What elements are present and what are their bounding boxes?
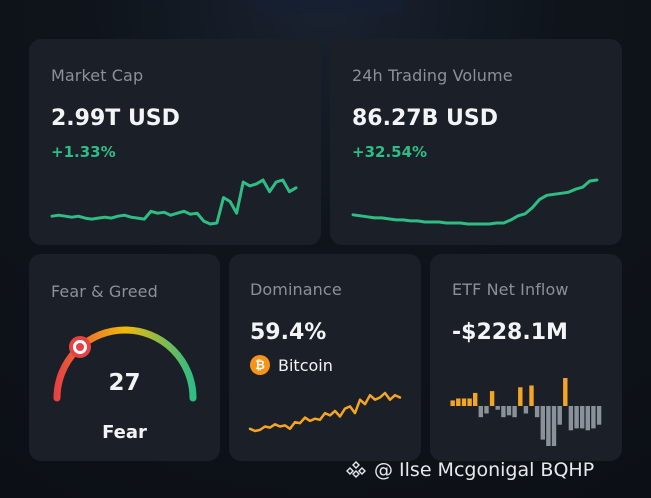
market-cap-title: Market Cap [51, 66, 144, 85]
etf-bar [551, 406, 557, 446]
etf-bar [456, 398, 461, 406]
etf-bar [596, 406, 602, 425]
etf-bar [501, 406, 506, 418]
bitcoin-icon: ₿ [250, 355, 270, 375]
dominance-sparkline [248, 391, 402, 433]
etf-bar [568, 406, 574, 431]
etf-net-inflow-bar-chart [450, 378, 602, 446]
fear-greed-title: Fear & Greed [51, 282, 158, 301]
etf-bar [534, 406, 540, 418]
dominance-card[interactable]: Dominance 59.4% ₿ Bitcoin [229, 254, 421, 461]
market-cap-change: +1.33% [51, 143, 116, 161]
dominance-coin: ₿ Bitcoin [250, 355, 333, 375]
fear-greed-value: 27 [108, 370, 141, 396]
trading-volume-change: +32.54% [352, 143, 428, 161]
dominance-coin-name: Bitcoin [278, 355, 333, 375]
spark-dominance-line [248, 391, 402, 433]
dominance-title: Dominance [250, 280, 342, 299]
trading-volume-card[interactable]: 24h Trading Volume 86.27B USD +32.54% [330, 39, 622, 245]
trading-volume-sparkline [351, 178, 599, 226]
spark-marketcap-line [50, 178, 298, 226]
top-header-fragment [255, 0, 405, 14]
gauge-indicator-center [76, 343, 84, 351]
etf-bar [563, 378, 568, 406]
etf-bar [540, 406, 545, 440]
trading-volume-value: 86.27B USD [352, 106, 498, 131]
spark-volume-line [351, 178, 599, 226]
market-cap-value: 2.99T USD [51, 106, 180, 131]
market-cap-sparkline [50, 178, 298, 226]
etf-bar [591, 406, 596, 429]
fear-greed-card[interactable]: Fear & Greed 27 Fear [29, 254, 220, 461]
watermark: @ Ilse Mcgonigal BQHP [346, 459, 594, 481]
etf-bar [484, 406, 489, 414]
etf-bar [512, 406, 517, 418]
etf-bar [574, 406, 579, 429]
trading-volume-title: 24h Trading Volume [352, 66, 513, 85]
etf-bar [495, 406, 500, 410]
dominance-value: 59.4% [250, 320, 327, 345]
etf-bar [467, 398, 472, 406]
fear-greed-gauge [53, 326, 197, 402]
etf-bar [557, 406, 562, 425]
etf-net-inflow-value: -$228.1M [452, 320, 568, 345]
etf-bar [478, 406, 483, 418]
etf-bar [461, 398, 467, 406]
etf-bar [489, 391, 495, 406]
gauge-arc [53, 326, 197, 402]
etf-bar [506, 406, 512, 416]
binance-diamond-icon [346, 461, 366, 478]
etf-net-inflow-title: ETF Net Inflow [452, 280, 569, 299]
fear-greed-label: Fear [102, 422, 147, 443]
etf-bar [585, 406, 590, 431]
etf-bar [529, 385, 534, 406]
etf-bar [473, 392, 478, 406]
etf-bar [580, 406, 585, 429]
etf-bar [546, 406, 551, 446]
market-cap-card[interactable]: Market Cap 2.99T USD +1.33% [29, 39, 321, 245]
etf-net-inflow-card[interactable]: ETF Net Inflow -$228.1M [430, 254, 622, 461]
etf-bar [518, 387, 523, 406]
etf-bar [523, 406, 529, 414]
watermark-text: @ Ilse Mcgonigal BQHP [374, 459, 595, 481]
etf-bar [450, 400, 455, 406]
